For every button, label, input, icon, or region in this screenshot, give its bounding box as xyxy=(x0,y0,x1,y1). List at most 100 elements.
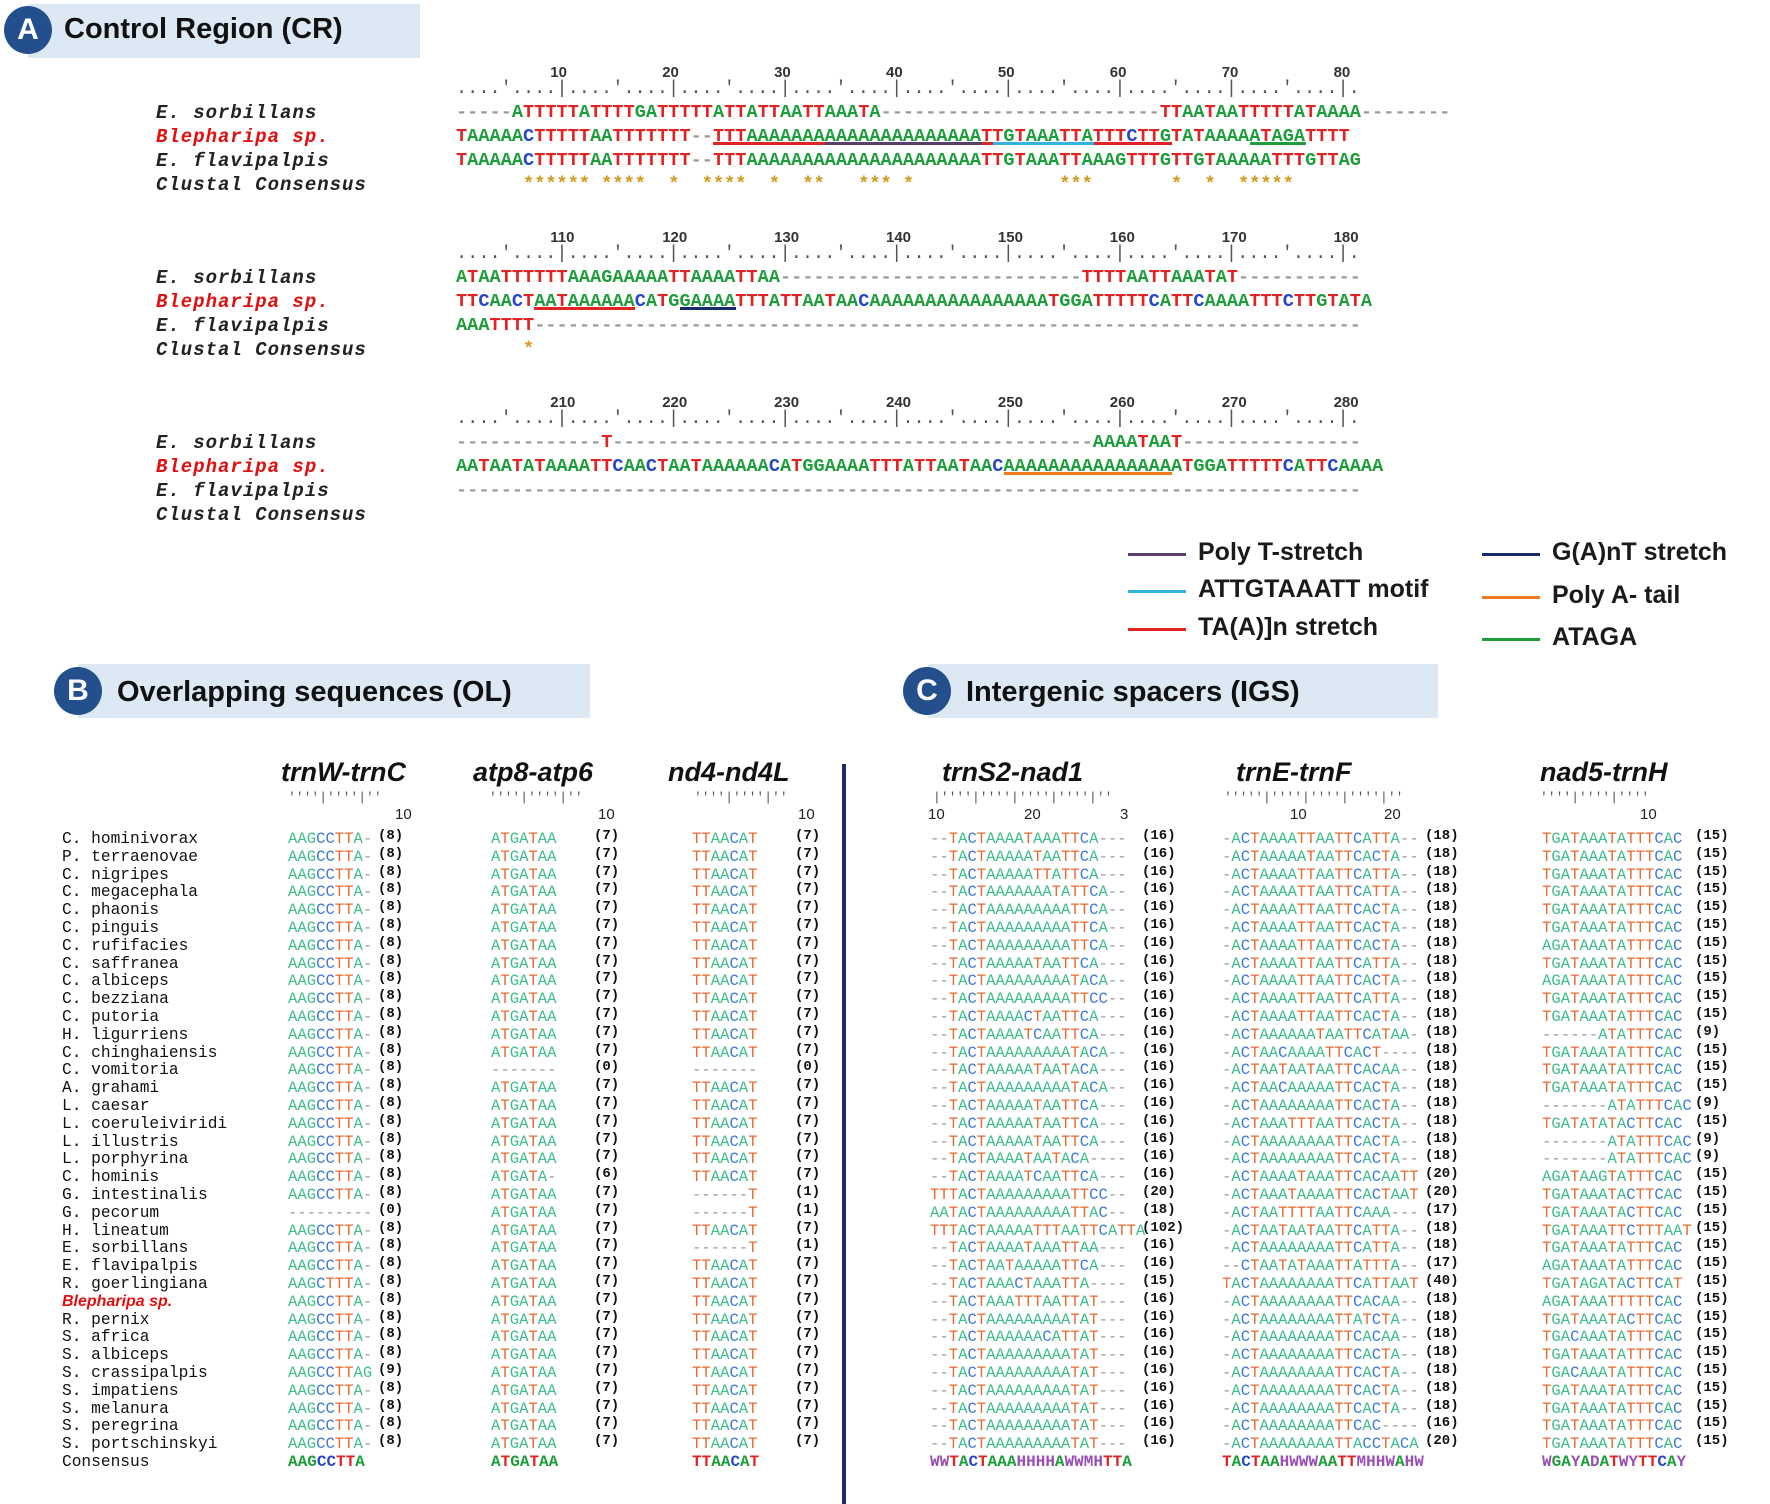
aligned-sequence: --TACTAAAAATAATTCA--- xyxy=(930,954,1127,973)
species-label: A. grahami xyxy=(62,1079,160,1098)
sequence-length: (7) xyxy=(795,1397,821,1414)
sequence-length: (16) xyxy=(1142,1237,1176,1254)
sequence-length: (7) xyxy=(795,917,821,933)
sequence-row: ATAATTTTTTAAAGAAAAATTAAAATTAA-----------… xyxy=(456,267,1361,288)
sequence-length: (7) xyxy=(594,1237,620,1254)
sequence-length: (8) xyxy=(378,1023,404,1040)
aligned-sequence: TGATAAATATTTCAC xyxy=(1542,1435,1683,1454)
ruler-tick-label: 130 xyxy=(774,229,800,246)
sequence-length: (7) xyxy=(594,863,620,880)
aligned-sequence: AAGCCTTA- xyxy=(288,1257,373,1276)
sequence-row: ----------------------------------------… xyxy=(456,480,1361,501)
consensus-sequence: ATGATAA xyxy=(491,1453,559,1471)
aligned-sequence: ------ATATTTCAC xyxy=(1542,1025,1683,1044)
aligned-sequence: ATGATAA xyxy=(491,1257,557,1276)
aligned-sequence: TTAACAT xyxy=(692,1328,758,1347)
sequence-length: (8) xyxy=(378,952,404,969)
sequence-length: (16) xyxy=(1142,1362,1176,1378)
aligned-sequence: -ACTAATAATAATTCACAA-- xyxy=(1222,1061,1419,1080)
aligned-sequence: ATGATAA xyxy=(491,1435,557,1454)
aligned-sequence: TGATAAATATTTCAC xyxy=(1542,865,1683,884)
aligned-sequence: ATGATAA xyxy=(491,1203,557,1222)
sequence-length: (7) xyxy=(594,1255,620,1272)
aligned-sequence: --TACTAAAACTAATTCA--- xyxy=(930,1008,1127,1026)
sequence-length: (16) xyxy=(1142,1290,1176,1307)
sequence-length: (8) xyxy=(378,1290,404,1307)
aligned-sequence: TTAACAT xyxy=(692,1435,758,1454)
gene-title: trnS2-nad1 xyxy=(942,757,1084,787)
species-label: C. bezziana xyxy=(62,990,169,1009)
ruler-tick-label: 160 xyxy=(1109,229,1135,246)
aligned-sequence: TGACAAATATTTCAC xyxy=(1542,1328,1683,1347)
sequence-length: (15) xyxy=(1695,881,1729,898)
sequence-length: (8) xyxy=(378,828,404,844)
ruler-tick-label: 20 xyxy=(1024,806,1041,823)
sequence-length: (16) xyxy=(1142,845,1176,862)
sequence-length: (7) xyxy=(594,1326,620,1343)
panel-c-header xyxy=(928,664,1438,718)
species-label: S. peregrina xyxy=(62,1417,179,1436)
aligned-sequence: AAGCCTTA- xyxy=(288,1435,373,1454)
sequence-length: (15) xyxy=(1695,1255,1729,1272)
sequence-length: (15) xyxy=(1695,1184,1729,1200)
sequence-length: (7) xyxy=(795,1379,821,1396)
aligned-sequence: -ACTAAAAAAAATTCATTA-- xyxy=(1222,1239,1419,1258)
gene-title: nad5-trnH xyxy=(1540,757,1668,787)
aligned-sequence: TTAACAT xyxy=(692,1275,758,1293)
sequence-length: (16) xyxy=(1142,917,1176,933)
ruler-tick-label: 10 xyxy=(550,64,567,81)
aligned-sequence: TTAACAT xyxy=(692,1221,758,1240)
aligned-sequence: ATGATAA xyxy=(491,1381,557,1400)
sequence-length: (20) xyxy=(1425,1184,1459,1200)
sequence-length: (16) xyxy=(1142,1095,1176,1111)
aligned-sequence: TTAACAT xyxy=(692,901,758,920)
aligned-sequence: --TACTAAAATCAATTCA--- xyxy=(930,1168,1127,1187)
species-label: C. megacephala xyxy=(62,883,198,902)
aligned-sequence: ATGATA- xyxy=(491,1168,557,1187)
aligned-sequence: TTAACAT xyxy=(692,1310,758,1329)
sequence-length: (8) xyxy=(378,1344,404,1361)
sequence-length: (7) xyxy=(594,988,620,1005)
species-label: Blepharipa sp. xyxy=(156,291,330,313)
aligned-sequence: AAGCTTTA- xyxy=(288,1275,373,1293)
sequence-length: (7) xyxy=(795,1308,821,1325)
aligned-sequence: TGATAGATACTTCAT xyxy=(1542,1275,1683,1293)
aligned-sequence: AAGCCTTA- xyxy=(288,883,373,902)
aligned-sequence: -ACTAAAAAAAATTCACTA-- xyxy=(1222,1399,1419,1418)
aligned-sequence: -ACTAAATTTAATTCACTA-- xyxy=(1222,1114,1419,1133)
sequence-length: (8) xyxy=(378,1077,404,1094)
aligned-sequence: ATGATAA xyxy=(491,1221,557,1240)
legend-swatch xyxy=(1482,638,1540,641)
aligned-sequence: AAGCCTTA- xyxy=(288,1132,373,1151)
aligned-sequence: --TACTAAAAAAAAATAT--- xyxy=(930,1310,1127,1329)
sequence-length: (15) xyxy=(1695,952,1729,969)
aligned-sequence: TTAACAT xyxy=(692,1346,758,1365)
sequence-row: TTCAACTAATAAAAAACATGGAAAATTTATTAATAACAAA… xyxy=(456,291,1373,312)
species-label: L. illustris xyxy=(62,1132,179,1151)
sequence-length: (7) xyxy=(795,1041,821,1058)
sequence-length: (16) xyxy=(1142,1023,1176,1040)
consensus-sequence: WGAYADATWYTTCAY xyxy=(1542,1453,1687,1471)
aligned-sequence: --TACTAAAAATAATACA--- xyxy=(930,1061,1127,1080)
aligned-sequence: -ACTAAAAAAAATTCACTA-- xyxy=(1222,1381,1419,1400)
sequence-length: (16) xyxy=(1142,1308,1176,1325)
panel-a-badge: A xyxy=(4,6,52,54)
sequence-length: (18) xyxy=(1425,1219,1459,1236)
aligned-sequence: ATGATAA xyxy=(491,972,557,991)
aligned-sequence: ATGATAA xyxy=(491,1097,557,1115)
aligned-sequence: AAGCCTTA- xyxy=(288,1061,373,1080)
aligned-sequence: TGATAAATATTTCAC xyxy=(1542,1417,1683,1436)
sequence-length: (8) xyxy=(378,1273,404,1289)
sequence-length: (8) xyxy=(378,917,404,933)
ruler-tick-label: 40 xyxy=(886,64,903,81)
panel-a-title: Control Region (CR) xyxy=(64,13,343,45)
sequence-row: -------------T--------------------------… xyxy=(456,432,1361,453)
aligned-sequence: TGATAAATATTTCAC xyxy=(1542,883,1683,902)
aligned-sequence: ATGATAA xyxy=(491,1043,557,1062)
sequence-length: (18) xyxy=(1425,1237,1459,1254)
aligned-sequence: --TACTAATAAAAATTCA--- xyxy=(930,1257,1127,1276)
aligned-sequence: TTAACAT xyxy=(692,990,758,1009)
panel-a-header xyxy=(28,4,420,58)
aligned-sequence: TGATAAATATTTCAC xyxy=(1542,990,1683,1009)
species-label: E. flavipalpis xyxy=(156,150,330,172)
